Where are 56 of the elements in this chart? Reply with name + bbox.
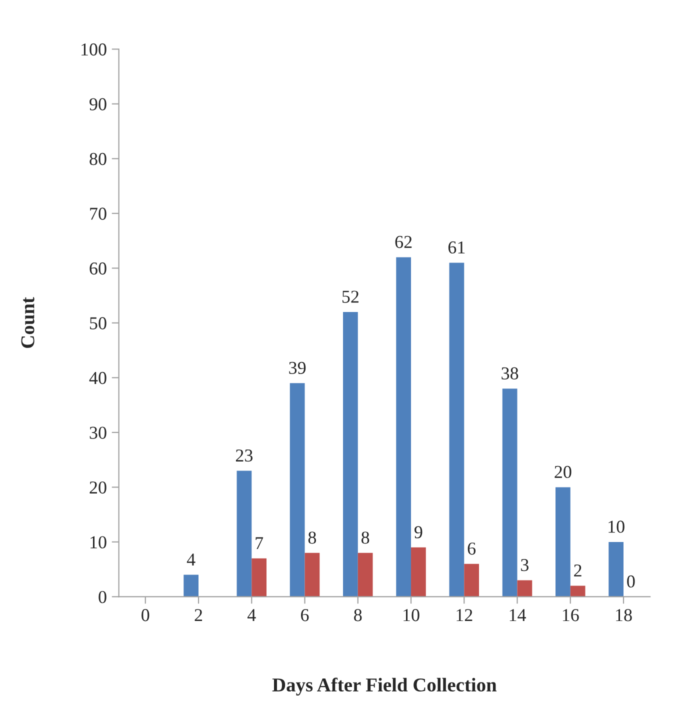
bar <box>290 383 305 597</box>
y-tick-label: 30 <box>90 426 106 439</box>
y-axis-title: Count <box>21 297 34 348</box>
bar <box>184 574 199 597</box>
data-label: 2 <box>574 564 582 576</box>
bar <box>517 580 532 597</box>
x-tick-label: 2 <box>194 609 202 622</box>
bar <box>411 547 426 597</box>
x-tick-label: 4 <box>247 609 256 622</box>
y-tick-label: 100 <box>82 43 106 56</box>
x-axis-title: Days After Field Collection <box>272 678 497 696</box>
bar <box>570 586 586 597</box>
data-label: 3 <box>521 558 529 572</box>
data-label: 7 <box>256 537 264 550</box>
x-tick-label: 8 <box>354 609 362 622</box>
x-tick-label: 14 <box>510 609 526 622</box>
data-label: 52 <box>342 290 358 303</box>
x-tick-label: 6 <box>301 609 309 622</box>
bar <box>358 552 373 597</box>
y-tick-label: 10 <box>90 536 106 548</box>
bar <box>502 388 518 597</box>
data-label: 4 <box>186 554 196 566</box>
bar <box>464 564 480 597</box>
data-label: 8 <box>308 532 316 544</box>
bar <box>252 558 267 597</box>
x-tick-label: 12 <box>456 609 472 622</box>
bar <box>449 262 464 597</box>
data-label: 62 <box>395 236 412 248</box>
data-label: 10 <box>608 520 624 533</box>
data-label: 0 <box>627 575 635 588</box>
y-tick-label: 80 <box>90 152 106 166</box>
y-tick-label: 50 <box>90 317 106 330</box>
x-tick-label: 0 <box>142 609 150 622</box>
y-tick-label: 40 <box>89 372 106 384</box>
bar <box>556 487 570 597</box>
data-label: 38 <box>502 367 518 380</box>
bar <box>236 470 252 597</box>
y-tick-label: 70 <box>90 208 106 220</box>
data-label: 20 <box>554 466 572 478</box>
bar <box>343 312 358 597</box>
y-tick-label: 0 <box>98 590 106 604</box>
x-tick-label: 18 <box>616 609 632 622</box>
data-label: 39 <box>289 362 306 374</box>
bar <box>396 257 412 597</box>
y-tick-label: 60 <box>90 262 106 275</box>
data-label: 9 <box>414 526 422 538</box>
x-tick-label: 10 <box>404 609 420 622</box>
data-label: 61 <box>448 241 465 254</box>
data-label: 8 <box>362 532 370 544</box>
x-tick-label: 16 <box>562 609 579 622</box>
bar <box>608 542 624 597</box>
y-tick-label: 20 <box>90 481 106 494</box>
y-tick-label: 90 <box>90 98 106 110</box>
data-label: 23 <box>236 449 253 462</box>
data-label: 6 <box>468 542 476 555</box>
bar <box>304 552 320 597</box>
